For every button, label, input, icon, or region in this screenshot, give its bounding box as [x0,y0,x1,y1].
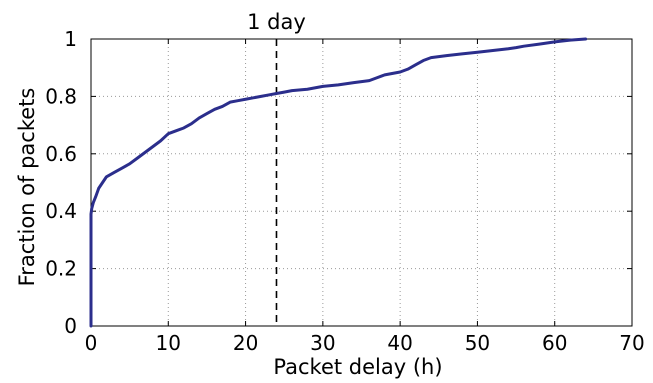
axis-ticks: 0 10 20 30 40 50 60 70 0 0.2 0.4 0.6 0.8 1 [45,27,645,355]
y-tick-label: 0.8 [45,84,77,108]
x-tick-label: 50 [465,331,490,355]
y-tick-label: 0.6 [45,142,77,166]
y-tick-label: 0.2 [45,257,77,281]
x-tick-label: 40 [387,331,412,355]
y-tick-label: 1 [64,27,77,51]
cdf-series-line [89,37,588,328]
x-tick-label: 30 [310,331,335,355]
series-group [89,37,588,328]
y-tick-label: 0 [64,314,77,338]
x-tick-label: 0 [85,331,98,355]
x-tick-label: 60 [542,331,567,355]
x-tick-label: 10 [156,331,181,355]
plot-area-frame [90,38,633,327]
y-tick-label: 0.4 [45,199,77,223]
x-axis-label: Packet delay (h) [273,355,442,379]
reference-line-group: 1 day [247,10,306,326]
x-tick-label: 20 [233,331,258,355]
reference-line-label: 1 day [247,10,306,34]
y-axis-label: Fraction of packets [15,88,39,287]
x-tick-label: 70 [619,331,644,355]
